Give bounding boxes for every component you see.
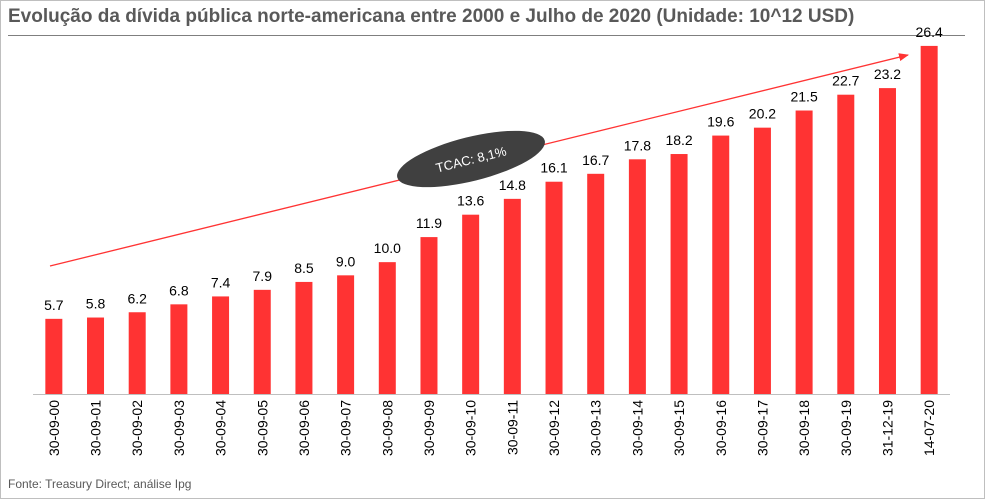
x-tick-label-30-09-11: 30-09-11 — [504, 400, 520, 455]
value-label-30-09-16: 19.6 — [707, 114, 734, 130]
value-label-31-12-19: 23.2 — [874, 66, 901, 82]
bar-14-07-20 — [920, 45, 938, 395]
title-divider — [8, 35, 965, 36]
x-tick-label-30-09-10: 30-09-10 — [463, 400, 479, 456]
x-tick-label-30-09-19: 30-09-19 — [838, 400, 854, 456]
value-label-30-09-18: 21.5 — [790, 89, 817, 105]
bar-30-09-13 — [587, 173, 605, 394]
x-tick-label-30-09-00: 30-09-00 — [46, 400, 62, 456]
value-label-30-09-10: 13.6 — [457, 193, 484, 209]
x-tick-label-14-07-20: 14-07-20 — [921, 400, 937, 456]
value-label-30-09-05: 7.9 — [253, 268, 273, 284]
bar-30-09-07 — [337, 275, 355, 394]
x-tick-label-30-09-02: 30-09-02 — [129, 400, 145, 456]
value-labels-group: 5.7 5.8 6.2 6.8 7.4 7.9 8.5 9.0 10.0 11.9 13.6 14.8… — [44, 24, 943, 313]
value-label-30-09-01: 5.8 — [86, 296, 106, 312]
value-label-30-09-17: 20.2 — [749, 106, 776, 122]
value-label-30-09-07: 9.0 — [336, 253, 356, 269]
value-label-30-09-04: 7.4 — [211, 274, 231, 290]
bar-30-09-10 — [462, 214, 480, 394]
bar-30-09-15 — [670, 154, 688, 394]
bar-30-09-01 — [87, 317, 105, 394]
x-tick-label-30-09-15: 30-09-15 — [671, 400, 687, 456]
bar-30-09-00 — [45, 318, 63, 394]
bar-30-09-06 — [295, 281, 313, 394]
value-label-30-09-06: 8.5 — [294, 260, 314, 276]
x-tick-label-30-09-13: 30-09-13 — [588, 400, 604, 456]
value-label-30-09-11: 14.8 — [499, 177, 526, 193]
x-tick-labels-group: 30-09-00 30-09-01 30-09-02 30-09-03 30-09-04… — [46, 400, 937, 456]
bar-30-09-17 — [753, 127, 771, 395]
bar-30-09-12 — [545, 181, 563, 394]
value-label-30-09-13: 16.7 — [582, 152, 609, 168]
x-tick-label-30-09-12: 30-09-12 — [546, 400, 562, 456]
source-note: Fonte: Treasury Direct; análise Ipg — [8, 477, 192, 491]
bar-30-09-19 — [837, 94, 855, 395]
x-tick-label-30-09-01: 30-09-01 — [88, 400, 104, 456]
bar-30-09-14 — [628, 159, 646, 394]
value-label-30-09-02: 6.2 — [127, 290, 147, 306]
bar-30-09-16 — [712, 135, 730, 394]
value-label-30-09-15: 18.2 — [665, 132, 692, 148]
value-label-30-09-12: 16.1 — [540, 160, 567, 176]
tcac-ellipse — [397, 130, 545, 188]
value-label-30-09-19: 22.7 — [832, 73, 859, 89]
bar-30-09-03 — [170, 304, 188, 394]
x-tick-label-30-09-05: 30-09-05 — [254, 400, 270, 456]
value-label-30-09-03: 6.8 — [169, 282, 189, 298]
x-tick-label-30-09-17: 30-09-17 — [754, 400, 770, 456]
x-tick-label-30-09-08: 30-09-08 — [379, 400, 395, 456]
x-tick-label-30-09-09: 30-09-09 — [421, 400, 437, 456]
bar-30-09-05 — [253, 289, 271, 394]
x-tick-label-30-09-07: 30-09-07 — [338, 400, 354, 456]
bar-31-12-19 — [878, 88, 896, 395]
value-label-30-09-09: 11.9 — [416, 215, 442, 231]
bar-30-09-11 — [503, 198, 521, 394]
x-tick-label-30-09-06: 30-09-06 — [296, 400, 312, 456]
bar-30-09-04 — [212, 296, 230, 394]
x-tick-label-31-12-19: 31-12-19 — [879, 400, 895, 456]
value-label-30-09-14: 17.8 — [624, 137, 651, 153]
x-tick-label-30-09-18: 30-09-18 — [796, 400, 812, 456]
bars-group — [45, 45, 938, 395]
bar-30-09-09 — [420, 237, 438, 394]
chart-title: Evolução da dívida pública norte-america… — [8, 6, 855, 27]
bar-30-09-18 — [795, 110, 813, 394]
x-tick-label-30-09-16: 30-09-16 — [713, 400, 729, 456]
bar-30-09-02 — [128, 312, 146, 394]
x-tick-label-30-09-14: 30-09-14 — [629, 400, 645, 456]
x-tick-label-30-09-03: 30-09-03 — [171, 400, 187, 456]
value-label-30-09-00: 5.7 — [44, 297, 64, 313]
x-tick-label-30-09-04: 30-09-04 — [213, 400, 229, 456]
value-label-30-09-08: 10.0 — [374, 240, 401, 256]
tcac-annotation: TCAC: 8,1% — [397, 130, 545, 188]
value-label-14-07-20: 26.4 — [916, 24, 943, 40]
bar-30-09-08 — [378, 262, 396, 394]
